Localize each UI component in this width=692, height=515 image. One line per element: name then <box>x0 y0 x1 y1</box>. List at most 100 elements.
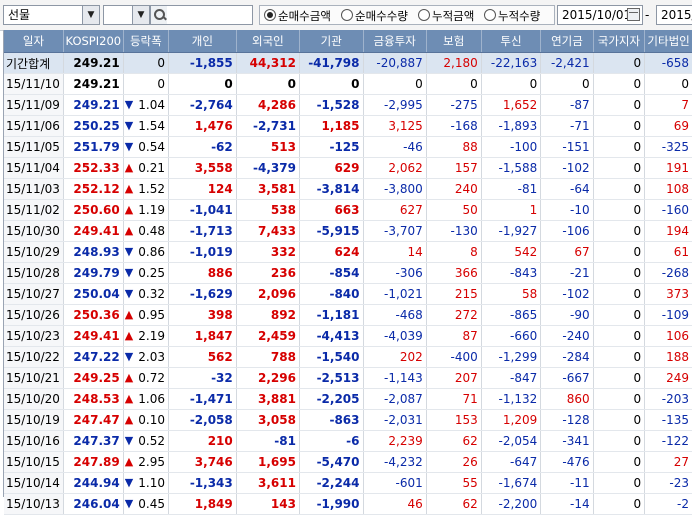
investment-trust-cell: -660 <box>481 325 542 347</box>
column-header[interactable]: 연기금 <box>540 30 594 53</box>
insurance-cell: 62 <box>426 430 482 452</box>
institution-cell: 0 <box>299 73 364 95</box>
table-row[interactable]: 15/10/23 249.41 ▲ 2.19 1,847 2,459 -4,413 -4,03… <box>4 325 692 347</box>
table-row[interactable]: 15/10/28 249.79 ▼ 0.25 886 236 -854 -306 366 -843… <box>4 262 692 284</box>
date-to-field[interactable]: 2015/ <box>656 5 692 25</box>
change-cell: ▲ 1.52 <box>123 178 169 200</box>
radio-cumulative-amount[interactable]: 누적금액 <box>418 8 474 24</box>
government-cell: 0 <box>593 430 646 452</box>
column-header[interactable]: 투신 <box>481 30 542 53</box>
other-corporation-cell: -109 <box>644 304 692 326</box>
individual-cell: -2,764 <box>168 94 237 116</box>
table-row[interactable]: 15/10/22 247.22 ▼ 2.03 562 788 -1,540 202 -400 -1… <box>4 346 692 368</box>
date-separator: - <box>645 8 650 22</box>
column-header[interactable]: 외국인 <box>236 30 300 53</box>
other-corporation-cell: -325 <box>644 136 692 158</box>
column-header[interactable]: 등락폭 <box>123 30 169 53</box>
table-row[interactable]: 15/10/20 248.53 ▲ 1.06 -1,471 3,881 -2,205 -2,0… <box>4 388 692 410</box>
triangle-down-icon: ▼ <box>124 287 134 300</box>
code-select[interactable]: ▼ <box>103 5 150 25</box>
chevron-down-icon[interactable]: ▼ <box>82 6 99 24</box>
radio-net-buy-amount[interactable]: 순매수금액 <box>264 8 331 24</box>
triangle-down-icon: ▼ <box>124 350 134 363</box>
column-header[interactable]: 기타법인 <box>644 30 692 53</box>
market-select[interactable]: 선물 ▼ <box>3 5 100 25</box>
date-from-field[interactable]: 2015/10/01 <box>557 5 643 25</box>
institution-cell: -2,513 <box>299 367 364 389</box>
kospi200-cell: 249.21 <box>63 73 124 95</box>
table-row[interactable]: 15/11/09 249.21 ▼ 1.04 -2,764 4,286 -1,528 -2,9… <box>4 94 692 116</box>
foreign-cell: 513 <box>236 136 300 158</box>
foreign-cell: 3,611 <box>236 472 300 494</box>
summary-row[interactable]: 기간합계 249.21 0 -1,855 44,312 -41,798 -20,887 2,1… <box>4 52 692 74</box>
date-cell: 기간합계 <box>4 52 64 74</box>
change-cell: ▲ 1.06 <box>123 388 169 410</box>
investment-trust-cell: -1,893 <box>481 115 542 137</box>
table-row[interactable]: 15/11/04 252.33 ▲ 0.21 3,558 -4,379 629 2,062 15… <box>4 157 692 179</box>
insurance-cell: 2,180 <box>426 52 482 74</box>
radio-net-buy-quantity[interactable]: 순매수수량 <box>341 8 408 24</box>
table-row[interactable]: 15/11/06 250.25 ▼ 1.54 1,476 -2,731 1,185 3,125… <box>4 115 692 137</box>
table-row[interactable]: 15/10/15 247.89 ▲ 2.95 3,746 1,695 -5,470 -4,23… <box>4 451 692 473</box>
table-row[interactable]: 15/10/27 250.04 ▼ 0.32 -1,629 2,096 -840 -1,021… <box>4 283 692 305</box>
table-row[interactable]: 15/11/03 252.12 ▲ 1.52 124 3,581 -3,814 -3,800 2… <box>4 178 692 200</box>
column-header[interactable]: 보험 <box>426 30 482 53</box>
table-row[interactable]: 15/10/30 249.41 ▲ 0.48 -1,713 7,433 -5,915 -3,7… <box>4 220 692 242</box>
triangle-down-icon: ▼ <box>124 266 134 279</box>
table-row[interactable]: 15/10/16 247.37 ▼ 0.52 210 -81 -6 2,239 62 -2,054… <box>4 430 692 452</box>
column-header[interactable]: 일자 <box>4 30 64 53</box>
triangle-up-icon: ▲ <box>124 308 134 321</box>
table-row[interactable]: 15/11/02 250.60 ▲ 1.19 -1,041 538 663 627 50 1 -10… <box>4 199 692 221</box>
date-from-value: 2015/10/01 <box>562 8 632 22</box>
foreign-cell: 332 <box>236 241 300 263</box>
individual-cell: -2,058 <box>168 409 237 431</box>
radio-dot-3[interactable] <box>484 9 496 21</box>
insurance-cell: 157 <box>426 157 482 179</box>
radio-dot-1[interactable] <box>341 9 353 21</box>
radio-cumulative-quantity[interactable]: 누적수량 <box>484 8 540 24</box>
column-header[interactable]: KOSPI200 <box>63 30 124 53</box>
government-cell: 0 <box>593 73 646 95</box>
government-cell: 0 <box>593 472 646 494</box>
pension-fund-cell: -667 <box>540 367 594 389</box>
insurance-cell: 207 <box>426 367 482 389</box>
table-row[interactable]: 15/10/14 244.94 ▼ 1.10 -1,343 3,611 -2,244 -601… <box>4 472 692 494</box>
insurance-cell: 55 <box>426 472 482 494</box>
pension-fund-cell: 860 <box>540 388 594 410</box>
column-header[interactable]: 기관 <box>299 30 364 53</box>
table-row[interactable]: 15/11/05 251.79 ▼ 0.54 -62 513 -125 -46 88 -100 -1… <box>4 136 692 158</box>
code-name-field[interactable] <box>167 5 253 25</box>
government-cell: 0 <box>593 178 646 200</box>
foreign-cell: 44,312 <box>236 52 300 74</box>
individual-cell: 3,558 <box>168 157 237 179</box>
table-row[interactable]: 15/10/29 248.93 ▼ 0.86 -1,019 332 624 14 8 542 67 0… <box>4 241 692 263</box>
foreign-cell: 892 <box>236 304 300 326</box>
kospi200-cell: 252.33 <box>63 157 124 179</box>
table-row[interactable]: 15/11/10 249.21 0 0 0 0 0 0 0 0 0 0 <box>4 73 692 95</box>
other-corporation-cell: 191 <box>644 157 692 179</box>
other-corporation-cell: 194 <box>644 220 692 242</box>
column-header[interactable]: 금융투자 <box>363 30 427 53</box>
table-row[interactable]: 15/10/21 249.25 ▲ 0.72 -32 2,296 -2,513 -1,143 2… <box>4 367 692 389</box>
table-row[interactable]: 15/10/19 247.47 ▲ 0.10 -2,058 3,058 -863 -2,031… <box>4 409 692 431</box>
table-row[interactable]: 15/10/26 250.36 ▲ 0.95 398 892 -1,181 -468 272 -8… <box>4 304 692 326</box>
date-cell: 15/11/02 <box>4 199 64 221</box>
column-header[interactable]: 국가지자 <box>593 30 646 53</box>
radio-dot-2[interactable] <box>418 9 430 21</box>
column-header[interactable]: 개인 <box>168 30 237 53</box>
foreign-cell: 3,881 <box>236 388 300 410</box>
radio-dot-0[interactable] <box>264 9 276 21</box>
change-cell: ▼ 1.10 <box>123 472 169 494</box>
calendar-icon[interactable] <box>627 8 640 21</box>
change-value: 0.72 <box>138 371 165 385</box>
individual-cell: -1,713 <box>168 220 237 242</box>
insurance-cell: 8 <box>426 241 482 263</box>
change-cell: ▲ 2.95 <box>123 451 169 473</box>
investment-trust-cell: 1,209 <box>481 409 542 431</box>
date-cell: 15/10/23 <box>4 325 64 347</box>
chevron-down-icon[interactable]: ▼ <box>132 6 149 24</box>
other-corporation-cell: 0 <box>644 73 692 95</box>
government-cell: 0 <box>593 157 646 179</box>
change-value: 1.10 <box>138 476 165 490</box>
individual-cell: -1,855 <box>168 52 237 74</box>
